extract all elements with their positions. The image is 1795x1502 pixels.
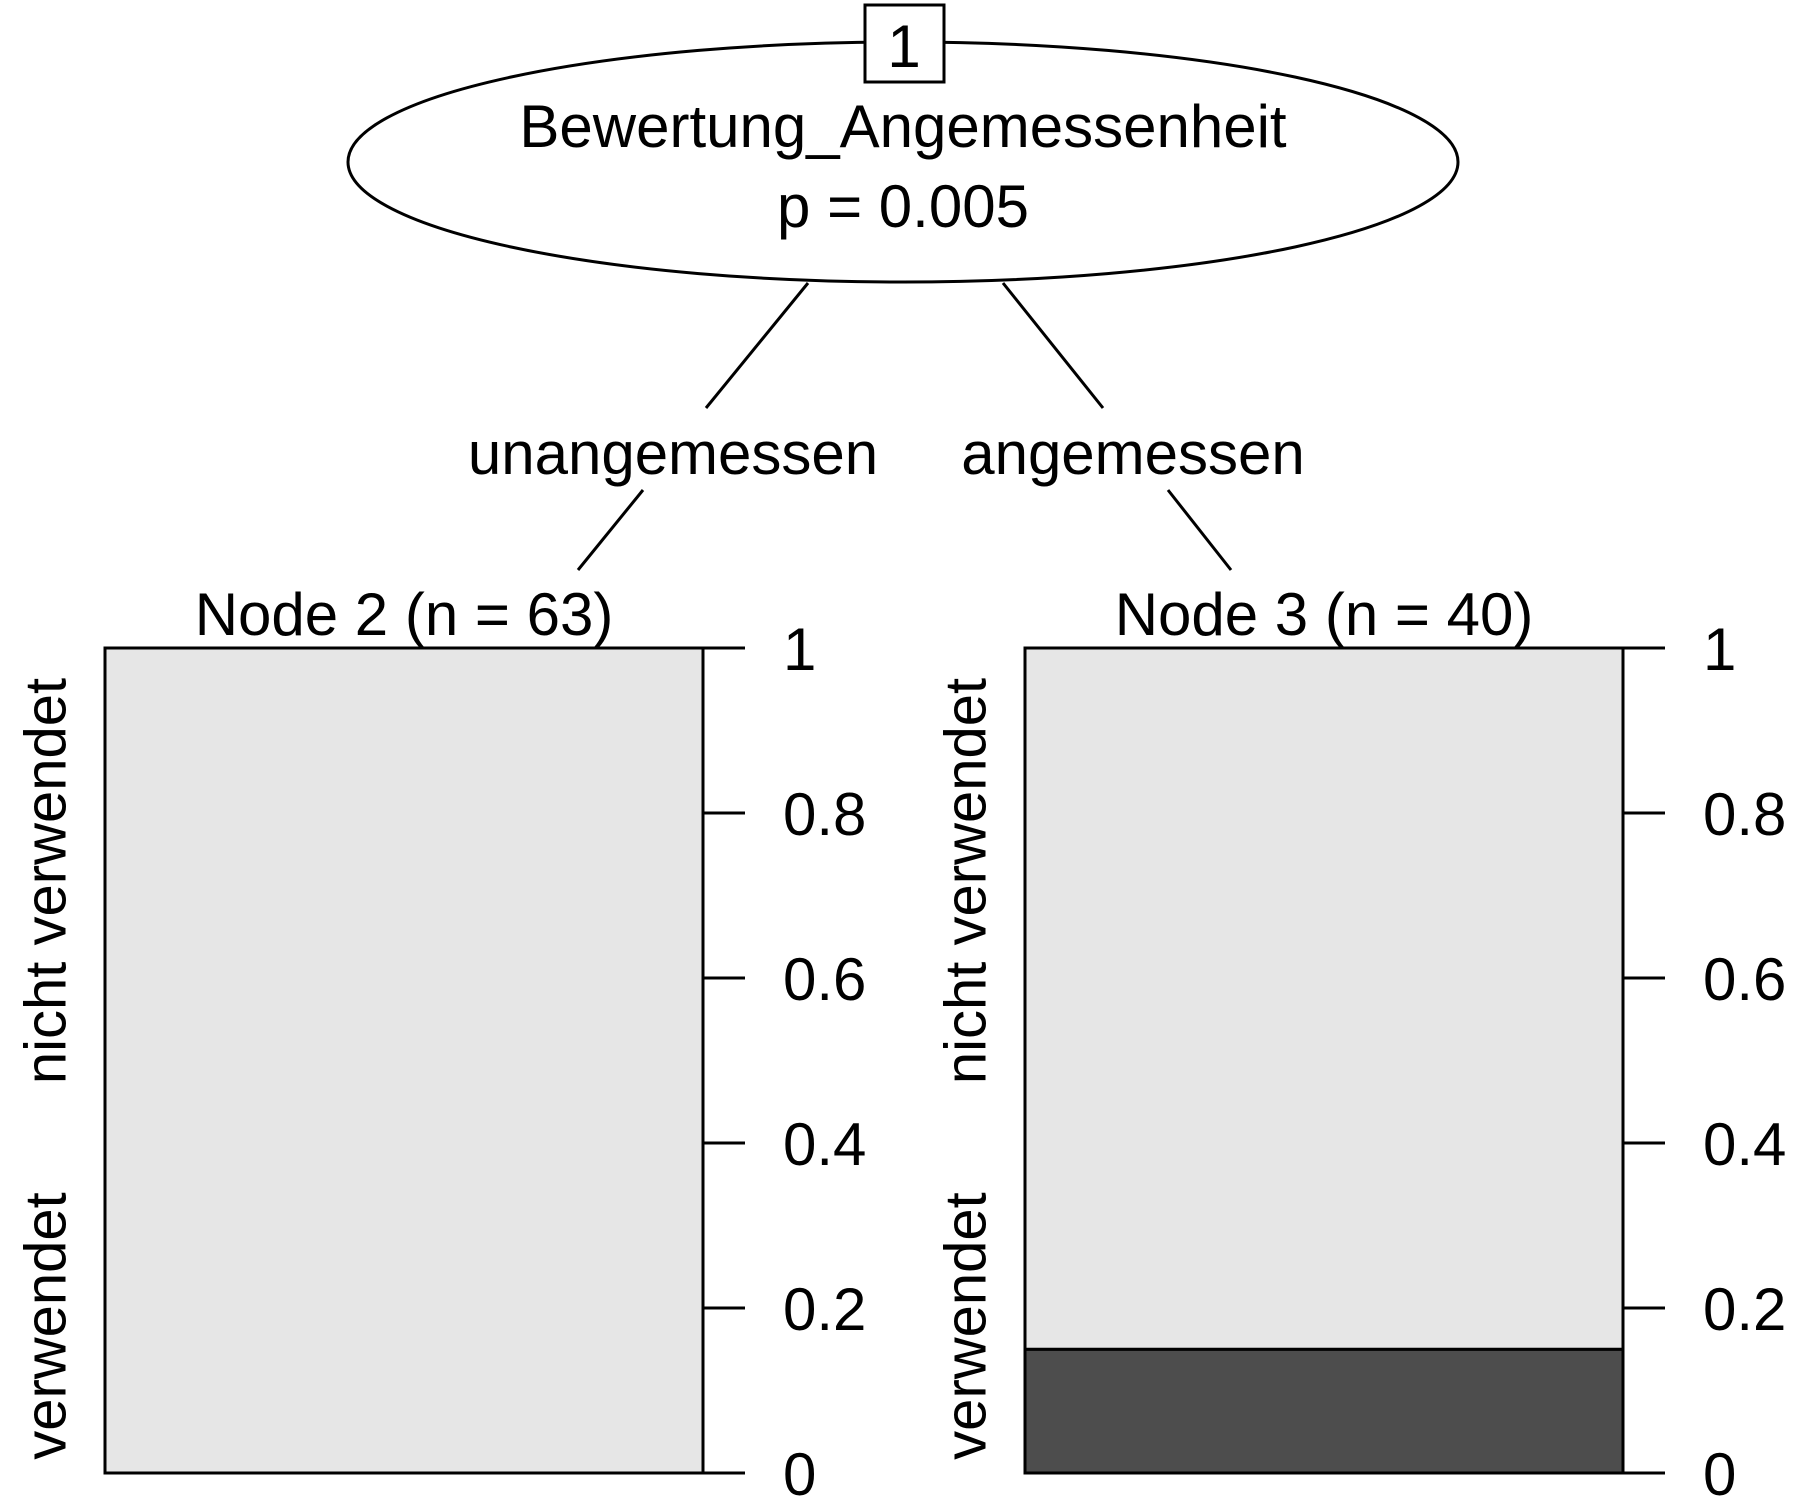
- bar-segment-nicht-verwendet: [1023, 646, 1625, 1351]
- y-tick-label: 0.2: [1703, 1276, 1786, 1343]
- y-tick-label: 1: [1703, 616, 1736, 683]
- edge-right-label: angemessen: [961, 420, 1305, 487]
- root-node: 1 Bewertung_Angemessenheit p = 0.005: [346, 3, 1460, 284]
- y-tick-label: 0: [783, 1441, 816, 1502]
- y-tick-label: 0.8: [783, 781, 866, 848]
- bar-segment-verwendet: [1023, 1347, 1625, 1475]
- root-id-box: [863, 3, 946, 84]
- y-tick-label: 0.4: [1703, 1111, 1786, 1178]
- edge-left: unangemessen: [468, 282, 878, 571]
- edge-left-label: unangemessen: [468, 420, 878, 487]
- y-tick-label: 1: [783, 616, 816, 683]
- category-label: nicht verwendet: [13, 678, 78, 1084]
- y-tick-label: 0.6: [1703, 946, 1786, 1013]
- root-p-value: p = 0.005: [777, 173, 1029, 240]
- node-3-panel: Node 3 (n = 40) 0 0.2 0.4 0.6 0.8 1 verwendet ni…: [933, 581, 1786, 1502]
- category-label: verwendet: [13, 1192, 78, 1460]
- edge-right-lower: [1166, 489, 1233, 571]
- root-variable: Bewertung_Angemessenheit: [519, 93, 1286, 160]
- node-title: Node 2 (n = 63): [195, 581, 614, 648]
- y-tick-label: 0.4: [783, 1111, 866, 1178]
- root-id: 1: [887, 13, 920, 80]
- node-2-panel: Node 2 (n = 63) 0 0.2 0.4 0.6 0.8 1 verwendet ni…: [13, 581, 866, 1502]
- edge-left-lower: [576, 489, 645, 571]
- edge-right-upper: [1001, 282, 1105, 409]
- bar-segment-nicht-verwendet: [103, 646, 705, 1475]
- node-title: Node 3 (n = 40): [1115, 581, 1534, 648]
- edge-left-upper: [704, 282, 810, 409]
- y-tick-label: 0.8: [1703, 781, 1786, 848]
- edge-right: angemessen: [961, 282, 1305, 571]
- y-tick-label: 0.2: [783, 1276, 866, 1343]
- y-tick-label: 0.6: [783, 946, 866, 1013]
- category-label: verwendet: [933, 1192, 998, 1460]
- category-label: nicht verwendet: [933, 678, 998, 1084]
- y-tick-label: 0: [1703, 1441, 1736, 1502]
